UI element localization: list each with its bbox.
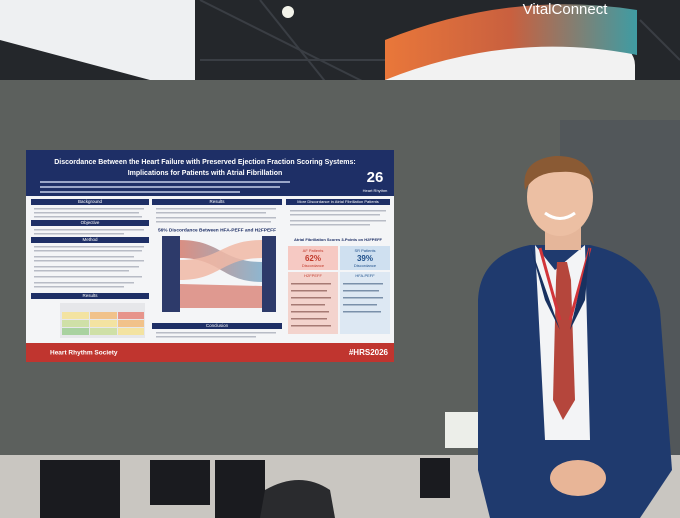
section-heading: Conclusion <box>206 323 229 328</box>
box-percent: 62% <box>305 254 321 263</box>
poster-title: Implications for Patients with Atrial Fi… <box>128 170 283 177</box>
background-people <box>40 458 450 518</box>
trusses <box>199 0 680 101</box>
chart-heading: 56% Discordance Between HFA-PEFF and H2F… <box>158 227 276 233</box>
box-label: AF Patients <box>303 248 324 253</box>
poster: Discordance Between the Heart Failure wi… <box>26 150 394 362</box>
sankey-right <box>262 236 276 312</box>
section-heading: Results <box>209 199 225 204</box>
sankey-flow <box>180 284 262 308</box>
ceiling-light <box>282 6 294 18</box>
sign-brand: VitalConnect <box>523 1 609 18</box>
section-heading: Background <box>78 199 103 204</box>
middle-column: Results 56% Discordance Between HFA-PEFF… <box>152 199 282 338</box>
section-heading: Results <box>82 293 98 298</box>
person <box>478 155 672 518</box>
poster-logo: 26 <box>367 169 384 186</box>
section-heading: More Discordance in Atrial Fibrillation … <box>297 199 379 204</box>
results-table <box>60 303 145 338</box>
box-label: SR Patients <box>354 248 375 253</box>
chart-heading: Atrial Fibrillation Scores 3-Points on H… <box>294 237 383 242</box>
section-heading: Objective <box>81 220 100 225</box>
left-column: Background Objective Method Results <box>31 199 149 338</box>
footer-org: Heart Rhythm Society <box>50 350 118 357</box>
sankey-flow <box>180 240 262 280</box>
box-caption: Discordance <box>302 263 325 268</box>
section-heading: Method <box>82 237 98 242</box>
poster-title: Discordance Between the Heart Failure wi… <box>54 159 355 166</box>
poster-logo-caption: Heart Rhythm <box>363 188 388 193</box>
bag <box>260 480 335 518</box>
score-label: HFA-PEFF <box>355 273 375 278</box>
right-column: More Discordance in Atrial Fibrillation … <box>286 199 390 334</box>
box-percent: 39% <box>357 254 373 263</box>
box-caption: Discordance <box>354 263 377 268</box>
hanging-sign <box>0 0 195 80</box>
footer-hashtag: #HRS2026 <box>349 348 389 357</box>
score-label: H2FPEFF <box>304 273 322 278</box>
sankey-left <box>162 236 180 312</box>
